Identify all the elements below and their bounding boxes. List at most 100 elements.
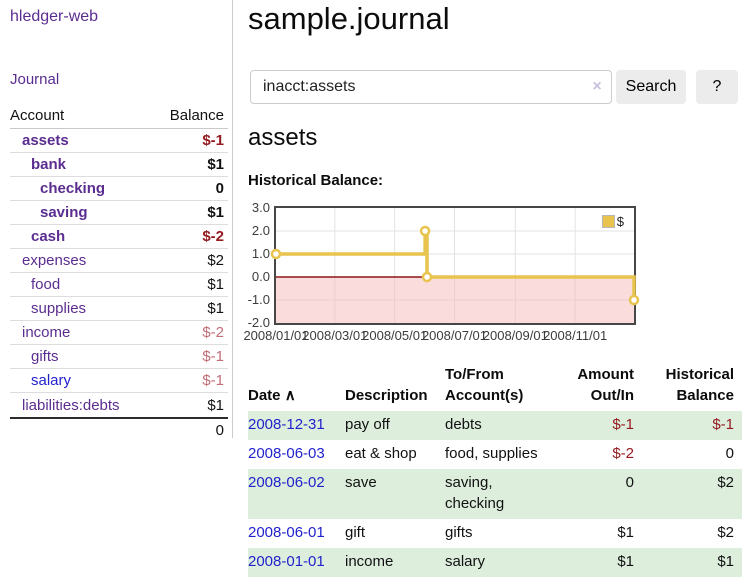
sort-ascending-icon: ∧ (284, 387, 296, 404)
x-axis-label: 2008/11/01 (543, 328, 608, 343)
negative-region (276, 277, 634, 323)
transaction-amount: 0 (625, 473, 634, 491)
account-row-gifts: gifts $-1 (10, 345, 228, 369)
register-row: 2008-06-01 gift gifts $1 $2 (248, 519, 742, 548)
x-axis-label: 2008/07/01 (421, 328, 488, 343)
register-header-balance: Historical Balance (665, 366, 734, 404)
account-balance: $-2 (202, 228, 224, 245)
register-header-date[interactable]: Date ∧ (248, 362, 345, 411)
register-header-tofrom: To/From Account(s) (445, 366, 524, 404)
account-link[interactable]: gifts (31, 348, 59, 365)
y-axis-label: -2.0 (247, 315, 270, 330)
account-link[interactable]: cash (31, 228, 66, 245)
transaction-accounts: saving, checking (445, 473, 505, 513)
x-axis-label: 2008/05/01 (362, 328, 428, 343)
app-title-link[interactable]: hledger-web (10, 8, 99, 25)
transaction-accounts: debts (445, 416, 482, 433)
account-balance: $-1 (202, 372, 224, 389)
search-clear-icon[interactable]: × (592, 78, 602, 95)
register-row: 2008-12-31 pay off debts $-1 $-1 (248, 411, 742, 440)
account-link[interactable]: supplies (31, 300, 87, 317)
transaction-amount: $-2 (612, 444, 634, 462)
page-title: sample.journal (248, 1, 450, 36)
transaction-date-link[interactable]: 2008-06-01 (248, 524, 325, 541)
accounts-rows: assets $-1 bank $1 checking 0 saving $1 … (10, 129, 228, 417)
register-row: 2008-01-01 income salary $1 $1 (248, 547, 742, 577)
account-row-liabilities-debts: liabilities:debts $1 (10, 393, 228, 417)
legend-label: $ (616, 214, 624, 229)
account-row-assets: assets $-1 (10, 129, 228, 153)
account-balance: $-1 (202, 132, 224, 149)
transaction-description: eat & shop (345, 444, 417, 462)
accounts-header-account: Account (10, 107, 65, 124)
account-heading: assets (248, 124, 318, 151)
account-row-salary: salary $-1 (10, 369, 228, 393)
account-link[interactable]: bank (31, 156, 67, 173)
accounts-total-value: 0 (215, 421, 224, 439)
account-link[interactable]: liabilities:debts (22, 396, 120, 414)
chart-plot-area: $ (270, 206, 640, 325)
transaction-balance: 0 (725, 444, 734, 462)
accounts-total-row: 0 (10, 417, 228, 441)
transaction-date-link[interactable]: 2008-06-02 (248, 473, 325, 491)
accounts-balance-table: Account Balance assets $-1 bank $1 check… (10, 103, 228, 441)
y-axis-label: 2.0 (251, 223, 270, 238)
account-link[interactable]: saving (40, 204, 88, 221)
y-axis-label: 1.0 (251, 246, 270, 261)
register-header-amount: Amount Out/In (577, 366, 634, 404)
transaction-description: income (345, 552, 394, 570)
transaction-description: save (345, 473, 377, 491)
transaction-description: gift (345, 524, 366, 541)
chart-canvas (270, 208, 640, 323)
register-table: Date ∧ Description To/From Account(s) Am… (248, 362, 742, 577)
account-link[interactable]: income (22, 324, 71, 341)
account-link[interactable]: food (31, 276, 61, 293)
account-link[interactable]: checking (40, 180, 106, 197)
transaction-amount: $1 (617, 524, 634, 541)
transaction-date-link[interactable]: 2008-06-03 (248, 444, 325, 462)
transaction-date-link[interactable]: 2008-01-01 (248, 552, 325, 570)
transaction-balance: $-1 (712, 416, 734, 433)
chart-heading: Historical Balance: (248, 172, 384, 189)
data-point-marker[interactable] (628, 294, 640, 306)
account-link[interactable]: salary (31, 372, 72, 389)
sidebar-item-journal[interactable]: Journal (10, 71, 60, 88)
account-row-saving: saving $1 (10, 201, 228, 225)
search-button[interactable]: Search (616, 70, 686, 104)
data-point-marker[interactable] (421, 271, 433, 283)
accounts-header-balance: Balance (169, 107, 224, 124)
account-row-bank: bank $1 (10, 153, 228, 177)
register-header-date-label: Date (248, 387, 281, 404)
account-balance: $2 (207, 252, 224, 269)
account-row-expenses: expenses $2 (10, 249, 228, 273)
historical-balance-chart: $ 3.0 2.0 1.0 0.0 -1.0 -2.0 2008/01/01 2008/03/… (243, 200, 658, 348)
account-balance: $1 (207, 276, 224, 293)
transaction-balance: $2 (717, 524, 734, 541)
y-axis-label: 0.0 (251, 269, 270, 284)
account-balance: 0 (215, 180, 224, 197)
account-balance: $-2 (202, 324, 224, 341)
account-balance: $-1 (202, 348, 224, 365)
x-axis-label: 2008/03/01 (302, 328, 368, 343)
x-axis-label: 2008/09/01 (482, 328, 548, 343)
y-axis-label: 3.0 (251, 200, 270, 215)
sidebar-divider (232, 0, 233, 438)
account-balance: $1 (207, 204, 224, 221)
accounts-table-header: Account Balance (10, 103, 228, 129)
search-input[interactable] (250, 70, 612, 104)
transaction-balance: $2 (717, 473, 734, 491)
account-row-checking: checking 0 (10, 177, 228, 201)
account-link[interactable]: assets (22, 132, 69, 149)
transaction-accounts: gifts (445, 524, 473, 541)
account-row-supplies: supplies $1 (10, 297, 228, 321)
account-link[interactable]: expenses (22, 252, 87, 269)
data-point-marker[interactable] (270, 248, 282, 260)
transaction-date-link[interactable]: 2008-12-31 (248, 416, 325, 433)
data-point-marker[interactable] (419, 225, 431, 237)
x-axis-label: 2008/01/01 (243, 328, 309, 343)
search-help-button[interactable]: ? (696, 70, 738, 104)
account-balance: $1 (207, 300, 224, 317)
account-balance: $1 (207, 396, 224, 414)
transaction-accounts: salary (445, 552, 486, 570)
